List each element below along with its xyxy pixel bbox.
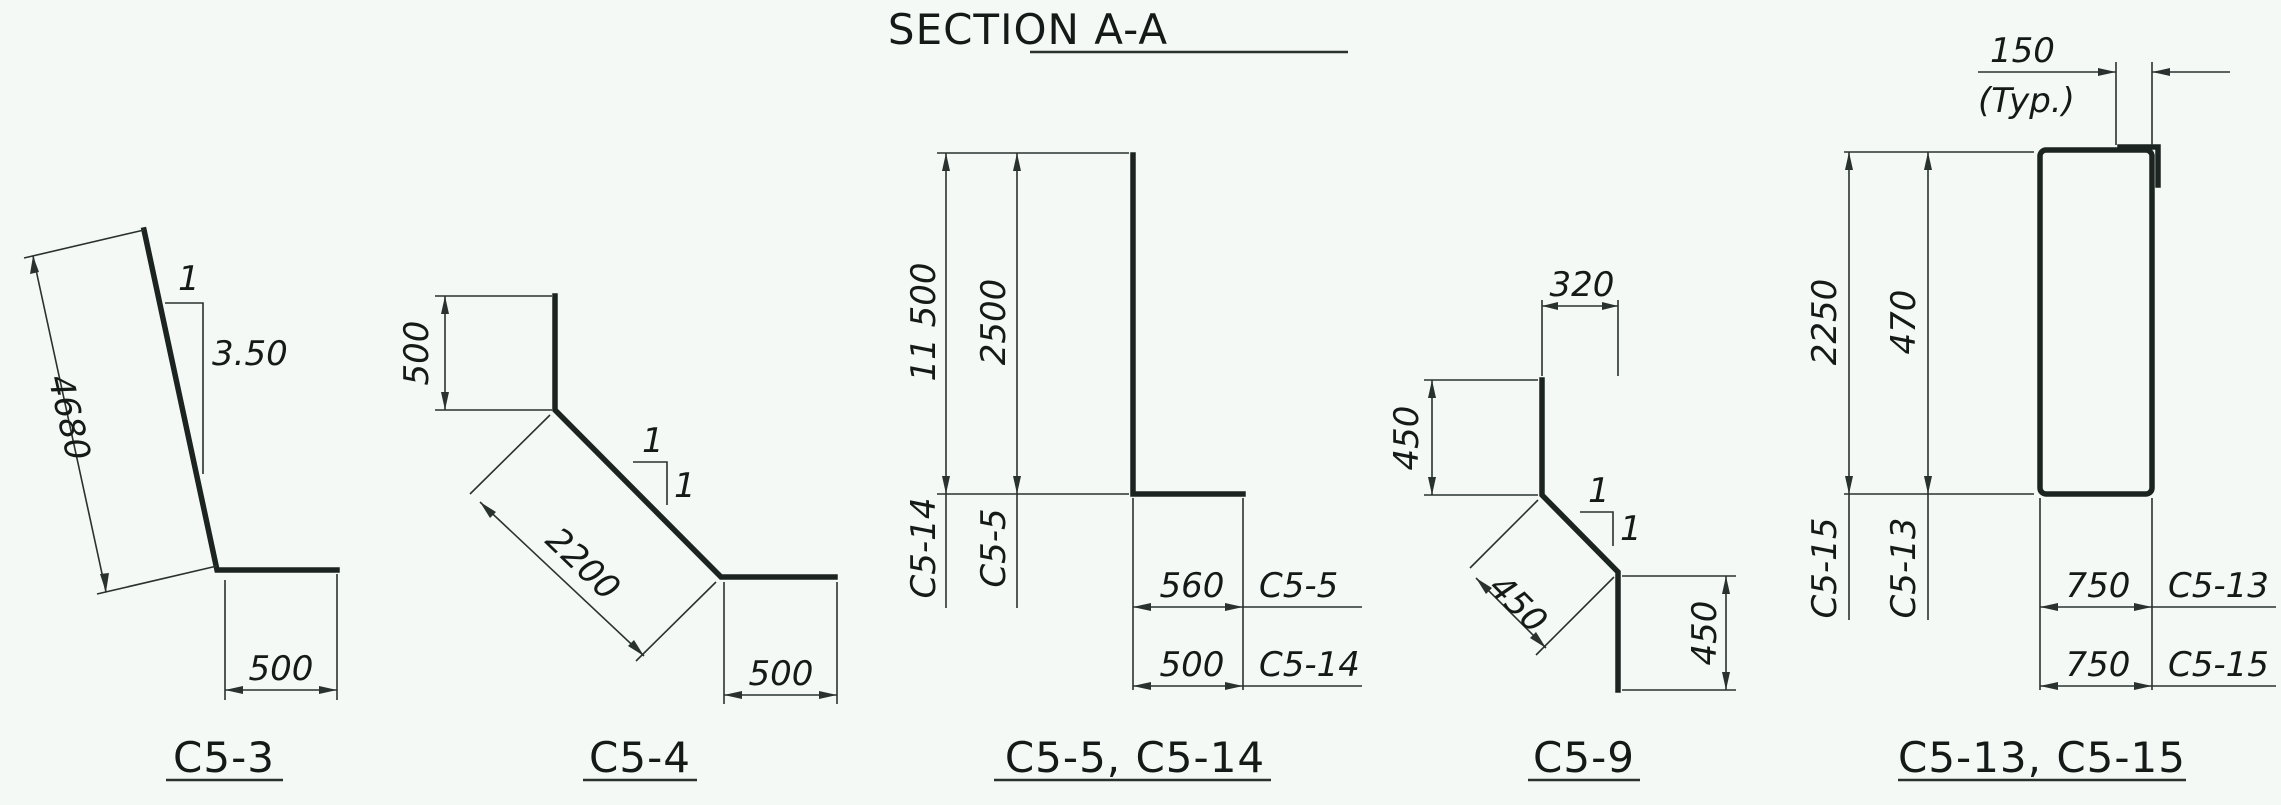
c5-13-height-1-arrow-up: [1845, 152, 1853, 170]
c5-3-extension-top: [23, 229, 145, 259]
profile-c5-4: 500 1 1 2200 500 C5-4: [397, 293, 838, 782]
c5-9-lower-arrow-down: [1722, 672, 1730, 690]
c5-3-profile-line: [140, 226, 340, 573]
c5-13-base-1: 750: [2066, 566, 2131, 606]
c5-4-top-dimension: 500: [397, 321, 437, 386]
c5-4-slant-dimension: 2200: [538, 520, 628, 609]
c5-9-slant-arrow-lower: [1530, 632, 1546, 648]
c5-13-height-2-arrow-down: [1924, 476, 1932, 494]
c5-4-bottom-arrow-left: [724, 691, 742, 699]
c5-9-lower-dimension: 450: [1685, 601, 1725, 666]
c5-9-slant-ext-upper: [1469, 499, 1539, 569]
c5-13-height-1-arrow-down: [1845, 476, 1853, 494]
c5-4-bottom-dimension: 500: [749, 654, 814, 694]
c5-13-height-2: 470: [1884, 290, 1924, 355]
c5-5-base-2-arrow-right: [1225, 682, 1243, 690]
c5-13-base-2-arrow-right: [2134, 682, 2152, 690]
c5-9-top-arrow-left: [1542, 302, 1558, 310]
c5-3-slope-run: 1: [178, 259, 200, 299]
c5-3-slant-arrow-top: [30, 256, 39, 274]
c5-13-base-1-arrow-left: [2040, 603, 2058, 611]
section-title: SECTION A-A: [888, 5, 1168, 54]
c5-9-slope-symbol: [1580, 511, 1614, 546]
c5-13-c5-15-label: C5-13, C5-15: [1898, 733, 2186, 782]
c5-4-slant-arrow-upper: [480, 502, 496, 518]
c5-5-height-2-arrow-down: [1013, 476, 1021, 494]
c5-5-mark-1: C5-14: [904, 498, 944, 599]
c5-3-bottom-arrow-left: [225, 686, 243, 694]
c5-4-profile-line: [552, 293, 838, 580]
c5-3-extension-bottom: [96, 565, 218, 595]
c5-5-base-2: 500: [1160, 645, 1225, 685]
c5-3-slant-arrow-bottom: [100, 573, 109, 592]
c5-13-base-2-mark: C5-15: [2168, 645, 2269, 685]
profile-c5-13-c5-15: 150 (Typ.) 2250 470 C5-15 C5-13 750 C5-1…: [1805, 31, 2276, 782]
profile-c5-9: 320 450 1 1 450 450 C5-9: [1387, 265, 1736, 782]
c5-5-height-1-arrow-down: [942, 476, 950, 494]
c5-9-upper-dimension: 450: [1387, 406, 1427, 471]
c5-9-label: C5-9: [1533, 733, 1635, 782]
c5-4-slope-rise: 1: [674, 466, 696, 506]
c5-5-base-1-arrow-left: [1133, 603, 1151, 611]
c5-13-mark-2: C5-13: [1884, 518, 1924, 619]
c5-5-height-2-arrow-up: [1013, 153, 1021, 171]
c5-5-base-2-arrow-left: [1133, 682, 1151, 690]
c5-13-base-2-arrow-left: [2040, 682, 2058, 690]
c5-5-height-1: 11 500: [904, 263, 944, 382]
c5-4-label: C5-4: [589, 733, 691, 782]
profile-c5-3: 1 3.50 4680 500 C5-3: [23, 226, 340, 782]
c5-13-mark-1: C5-15: [1805, 518, 1845, 619]
c5-13-lip-note: (Typ.): [1978, 81, 2075, 121]
c5-5-profile-line: [1130, 152, 1246, 497]
c5-9-slope-run: 1: [1588, 471, 1610, 511]
c5-5-height-2: 2500: [974, 279, 1014, 366]
c5-9-slant-arrow-upper: [1476, 578, 1492, 594]
c5-3-slope-rise: 3.50: [212, 334, 288, 374]
c5-13-lip: [2117, 144, 2161, 188]
c5-3-slant-dimension-line: [32, 255, 107, 593]
c5-9-top-dimension: 320: [1550, 265, 1615, 305]
c5-5-base-1-mark: C5-5: [1259, 566, 1338, 606]
c5-13-lip-arrow-left: [2098, 68, 2116, 76]
c5-13-height-1: 2250: [1805, 279, 1845, 366]
c5-4-slope-symbol: [633, 461, 668, 505]
c5-4-slant-arrow-lower: [628, 640, 644, 656]
c5-4-slant-ext-upper: [469, 414, 551, 495]
c5-13-lip-arrow-right: [2152, 68, 2170, 76]
c5-4-bottom-arrow-right: [819, 691, 837, 699]
c5-4-slope-run: 1: [642, 421, 664, 461]
c5-13-base-1-mark: C5-13: [2168, 566, 2269, 606]
c5-4-slant-dimension-line: [479, 501, 645, 657]
c5-9-upper-arrow-down: [1428, 477, 1436, 495]
c5-3-label: C5-3: [173, 733, 275, 782]
c5-5-base-1-arrow-right: [1225, 603, 1243, 611]
c5-9-slope-rise: 1: [1620, 509, 1642, 549]
c5-4-slant-ext-lower: [635, 581, 717, 662]
c5-13-lip-dimension: 150: [1990, 31, 2055, 71]
c5-3-bottom-arrow-right: [319, 686, 337, 694]
c5-5-mark-2: C5-5: [974, 508, 1014, 587]
c5-3-slant-dimension: 4680: [39, 371, 97, 464]
c5-9-lower-arrow-up: [1722, 576, 1730, 594]
c5-13-base-1-arrow-right: [2134, 603, 2152, 611]
c5-13-height-2-arrow-up: [1924, 152, 1932, 170]
c5-5-height-1-arrow-up: [942, 153, 950, 171]
c5-9-slant-dimension: 450: [1481, 567, 1555, 641]
c5-13-base-2: 750: [2066, 645, 2131, 685]
c5-9-profile-line: [1539, 377, 1621, 693]
c5-13-box-profile: [2037, 147, 2155, 497]
c5-5-base-2-mark: C5-14: [1259, 645, 1360, 685]
c5-9-top-arrow-right: [1602, 302, 1618, 310]
c5-4-top-arrow-down: [441, 392, 449, 410]
c5-3-slope-symbol: [165, 302, 204, 474]
c5-3-bottom-dimension: 500: [249, 649, 314, 689]
c5-9-slant-ext-lower: [1535, 576, 1615, 656]
c5-5-c5-14-label: C5-5, C5-14: [1005, 733, 1265, 782]
c5-4-top-arrow-up: [441, 296, 449, 314]
profile-c5-5-c5-14: 11 500 2500 C5-14 C5-5 560 C5-5 500 C5-1…: [904, 152, 1362, 782]
c5-9-upper-arrow-up: [1428, 380, 1436, 398]
c5-5-base-1: 560: [1160, 566, 1225, 606]
